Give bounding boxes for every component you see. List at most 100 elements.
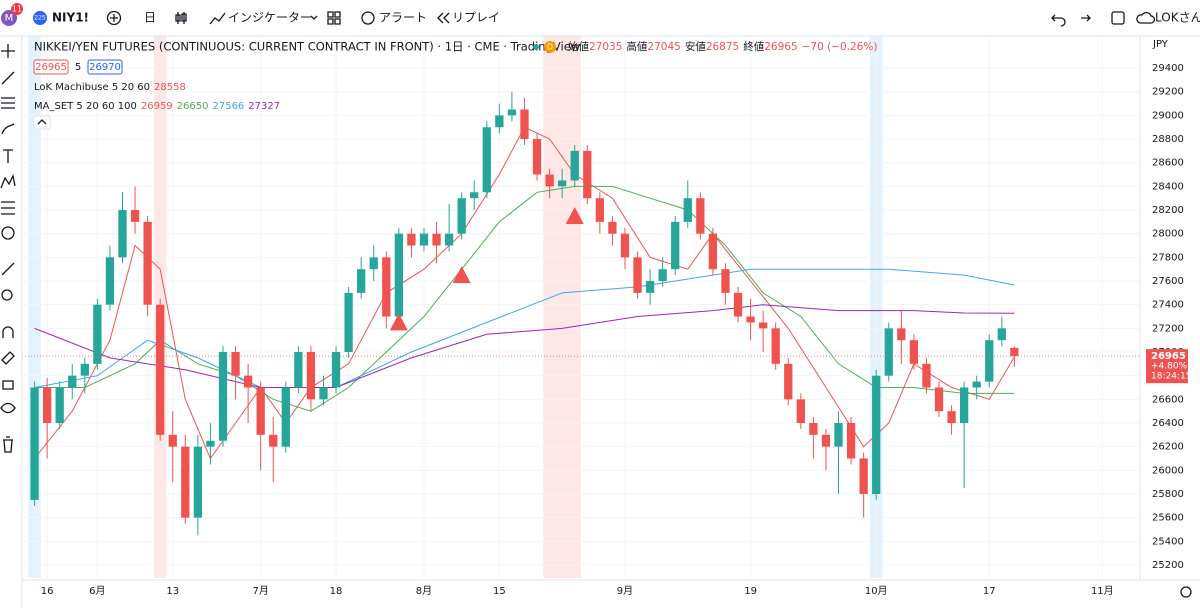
candle-body bbox=[771, 328, 780, 364]
avatar-letter: M bbox=[5, 13, 14, 24]
replay-icon bbox=[437, 12, 450, 24]
lok-indicator: LoK Machibuse 5 20 60 28558 bbox=[34, 82, 186, 93]
x-tick-label: 16 bbox=[41, 586, 54, 597]
y-tick-label: 26600 bbox=[1152, 394, 1184, 405]
candle-body bbox=[545, 174, 554, 187]
collapse-button[interactable] bbox=[33, 115, 51, 130]
magnet-tool[interactable] bbox=[2, 326, 14, 338]
candle-body bbox=[80, 363, 89, 376]
y-tick-label: 26000 bbox=[1152, 465, 1184, 476]
candle-body bbox=[721, 269, 730, 293]
redo-icon[interactable] bbox=[1081, 14, 1091, 22]
y-tick-label: 25600 bbox=[1152, 513, 1184, 524]
signal-triangle bbox=[452, 266, 471, 284]
y-tick-label: 29400 bbox=[1152, 63, 1184, 74]
candle-body bbox=[68, 375, 77, 388]
candle-body bbox=[243, 375, 253, 388]
visibility-tool[interactable] bbox=[0, 402, 16, 414]
left-toolbar bbox=[0, 36, 23, 608]
fib-tool[interactable] bbox=[1, 97, 15, 109]
crosshair-tool[interactable] bbox=[1, 44, 15, 58]
candle-body bbox=[206, 440, 215, 447]
candle-body bbox=[608, 221, 617, 234]
candle-body bbox=[784, 363, 793, 400]
replay-button[interactable]: リプレイ bbox=[452, 11, 500, 25]
candle-body bbox=[457, 198, 466, 234]
candle-body bbox=[645, 281, 655, 293]
x-tick-label: 6月 bbox=[89, 585, 105, 597]
candle-body bbox=[444, 233, 454, 246]
lock-drawing-tool[interactable] bbox=[1, 351, 15, 365]
candle-body bbox=[809, 423, 818, 435]
layout-icon[interactable] bbox=[327, 11, 341, 25]
delete-tool[interactable] bbox=[3, 436, 13, 453]
undo-icon[interactable] bbox=[1051, 14, 1066, 27]
emoji-tool[interactable] bbox=[1, 226, 15, 240]
candle-body bbox=[118, 210, 127, 258]
candle-body bbox=[733, 292, 743, 317]
ruler-tool[interactable] bbox=[1, 262, 15, 276]
y-tick-label: 28600 bbox=[1152, 158, 1184, 169]
zoom-tool[interactable] bbox=[1, 289, 13, 301]
candle-body bbox=[558, 180, 567, 187]
y-tick-label: 26200 bbox=[1152, 442, 1184, 453]
ask-box[interactable] bbox=[87, 59, 123, 75]
lock-tool[interactable] bbox=[2, 380, 14, 390]
candle-body bbox=[319, 387, 328, 400]
candle-body bbox=[407, 233, 416, 246]
moving-average-line bbox=[34, 304, 1015, 388]
ask-price: 26970 bbox=[89, 62, 121, 73]
pattern-tool[interactable] bbox=[0, 174, 16, 189]
signal-triangle bbox=[389, 313, 408, 331]
candle-body bbox=[708, 233, 718, 270]
alert-icon bbox=[361, 11, 375, 25]
interval[interactable]: 日 bbox=[144, 11, 156, 25]
bid-box[interactable] bbox=[33, 59, 69, 75]
fullscreen-icon[interactable] bbox=[1111, 11, 1125, 25]
session-highlight bbox=[543, 36, 581, 578]
plot-layer bbox=[22, 91, 1140, 536]
moving-average-line bbox=[34, 126, 1015, 460]
candle-body bbox=[357, 269, 366, 293]
notification-badge bbox=[11, 3, 23, 15]
prediction-tool[interactable] bbox=[1, 201, 15, 215]
alerts-button[interactable]: アラート bbox=[379, 11, 427, 25]
candle-body bbox=[394, 233, 403, 317]
user-name[interactable]: LOKさん bbox=[1155, 11, 1200, 25]
symbol[interactable]: NIY1! bbox=[52, 11, 89, 25]
avatar[interactable] bbox=[1, 10, 17, 26]
indicators-button[interactable]: インジケーター bbox=[228, 11, 312, 25]
x-tick-label: 10月 bbox=[865, 585, 888, 597]
axis-layer: 25200 25400 25600 25800 26000 26200 26400 26600… bbox=[41, 63, 1184, 597]
y-tick-label: 25400 bbox=[1152, 536, 1184, 547]
candle-body bbox=[985, 340, 994, 382]
bid-price: 26965 bbox=[35, 62, 67, 73]
candle-body bbox=[633, 257, 642, 293]
candle-body bbox=[495, 115, 504, 128]
y-tick-label: 27400 bbox=[1152, 300, 1184, 311]
candle-body bbox=[570, 150, 579, 181]
candle-body bbox=[382, 257, 391, 317]
add-icon[interactable] bbox=[106, 10, 122, 26]
x-tick-label: 11月 bbox=[1091, 585, 1114, 597]
settings-icon[interactable] bbox=[1180, 586, 1192, 598]
y-tick-label: 27600 bbox=[1152, 276, 1184, 287]
change-percent: +4.80% bbox=[1151, 362, 1188, 372]
candle-body bbox=[947, 411, 956, 424]
y-tick-label: 25800 bbox=[1152, 489, 1184, 500]
chart-type-icon[interactable] bbox=[175, 12, 187, 24]
text-tool[interactable] bbox=[3, 149, 13, 163]
y-tick-label: 25200 bbox=[1152, 560, 1184, 571]
y-tick-label: 27800 bbox=[1152, 252, 1184, 263]
candle-body bbox=[42, 387, 52, 424]
candle-body bbox=[105, 257, 115, 305]
collapse-caret bbox=[37, 119, 47, 125]
candle-body bbox=[859, 458, 868, 494]
trend-tool[interactable] bbox=[1, 71, 15, 85]
candle-body bbox=[294, 352, 303, 388]
candle-body bbox=[846, 423, 856, 459]
delay-badge-text: D bbox=[547, 43, 553, 52]
candle-body bbox=[595, 198, 604, 222]
x-tick-label: 18 bbox=[330, 586, 343, 597]
brush-tool[interactable] bbox=[1, 123, 15, 135]
